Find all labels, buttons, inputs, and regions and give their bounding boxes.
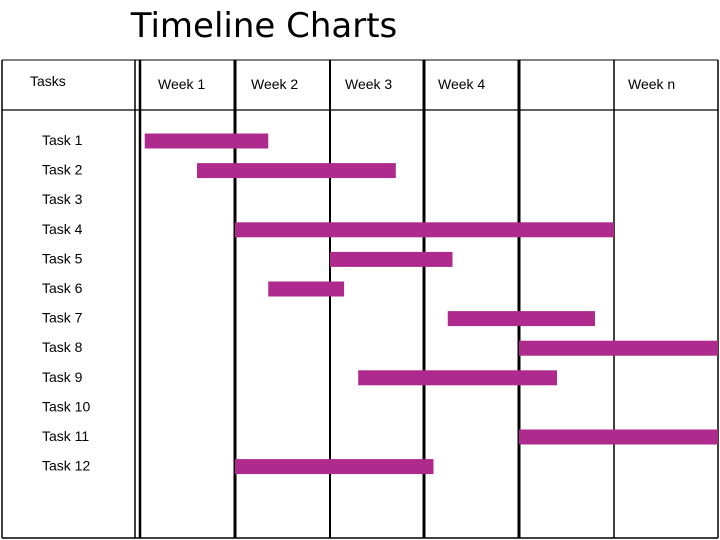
task-label: Task 3 — [42, 191, 83, 207]
task-label: Task 6 — [42, 280, 83, 296]
task-bar — [235, 222, 614, 238]
task-label: Task 4 — [42, 221, 83, 237]
week-column-header: Week 1 — [158, 76, 205, 92]
task-label: Task 5 — [42, 250, 83, 266]
task-bar — [235, 459, 434, 475]
task-label: Task 11 — [42, 428, 89, 444]
task-labels: Task 1 Task 2 Task 3 Task 4 Task 5 Task 6 Task… — [42, 132, 90, 474]
task-bar — [358, 370, 557, 386]
task-bar — [197, 163, 396, 179]
grid-lines — [1, 59, 719, 539]
task-label: Task 7 — [42, 310, 83, 326]
tasks-column-header: Tasks — [30, 73, 66, 89]
task-label: Task 8 — [42, 339, 83, 355]
page-title: Timeline Charts — [130, 6, 398, 46]
task-bar — [519, 340, 718, 356]
task-label: Task 9 — [42, 369, 83, 385]
task-bar — [144, 133, 269, 149]
week-column-header: Week n — [628, 76, 675, 92]
task-bar — [330, 251, 453, 267]
task-label: Task 10 — [42, 398, 90, 414]
week-column-header: Week 3 — [345, 76, 392, 92]
task-bar — [519, 429, 718, 445]
week-column-header: Week 4 — [438, 76, 485, 92]
task-bars — [144, 133, 718, 475]
task-bar — [268, 281, 345, 297]
task-bar — [447, 311, 595, 327]
task-label: Task 2 — [42, 162, 83, 178]
week-column-header: Week 2 — [251, 76, 298, 92]
task-label: Task 1 — [42, 132, 83, 148]
task-label: Task 12 — [42, 458, 90, 474]
week-column-headers: Week 1 Week 2 Week 3 Week 4 Week n — [158, 76, 675, 92]
